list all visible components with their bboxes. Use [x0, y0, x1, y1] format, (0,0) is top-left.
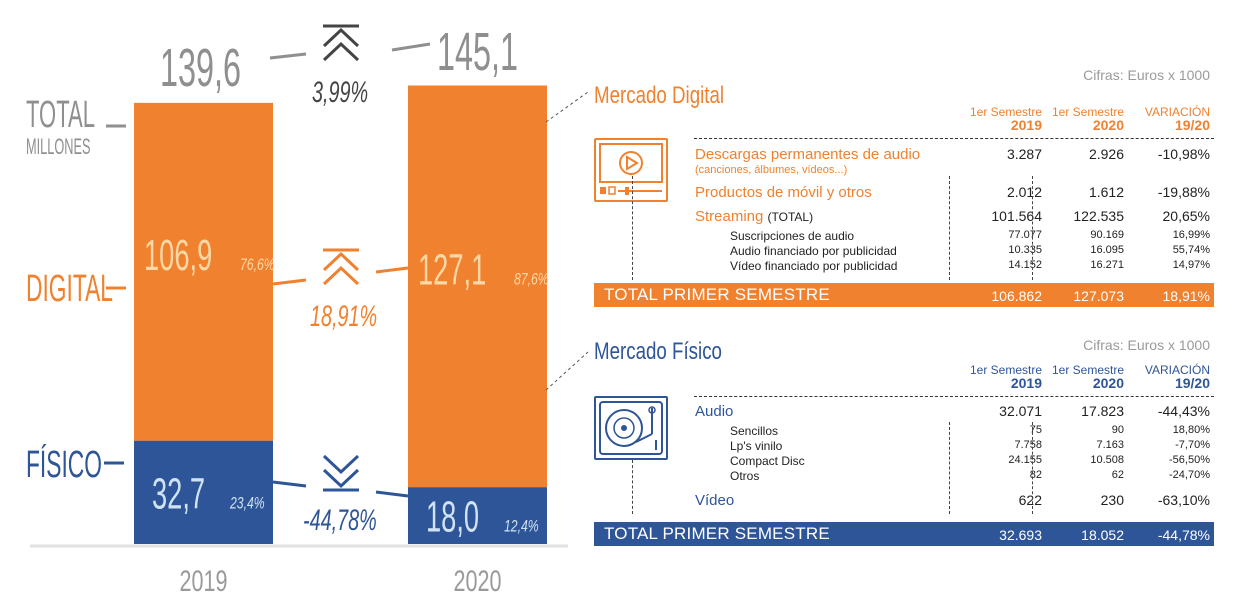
physical-subrow-sencillos: Sencillos 75 90 18,80% — [730, 424, 1210, 438]
video-player-icon — [594, 138, 668, 202]
data-label-fisico-2020: 18,0 — [426, 492, 479, 541]
physical-row-audio: Audio 32.071 17.823 -44,43% — [695, 403, 1210, 420]
increase-icon-digital-chevron-2 — [322, 265, 360, 286]
decrease-icon-fisico-chevron-2 — [322, 468, 360, 489]
data-label-digital-2019: 106,9 — [144, 230, 212, 279]
data-label-fisico-2019: 32,7 — [152, 469, 205, 518]
digital-row-movil: Productos de móvil y otros 2.012 1.612 -… — [695, 184, 1210, 201]
digital-row-descargas-sublabel: (canciones, álbumes, vídeos...) — [695, 164, 848, 176]
row-label-fisico: FÍSICO — [26, 443, 102, 485]
increase-icon-digital — [322, 248, 360, 286]
physical-note: Cifras: Euros x 1000 — [1083, 337, 1210, 353]
digital-header-variation: VARIACIÓN 19/20 — [1144, 105, 1210, 133]
decrease-icon-fisico — [322, 454, 360, 492]
increase-icon-total-chevron-2 — [322, 41, 360, 62]
digital-subrow-audio-publicidad: Audio financiado por publicidad 10.335 1… — [730, 244, 1210, 258]
digital-market-table: Cifras: Euros x 1000 Mercado Digital 1er… — [592, 64, 1222, 314]
share-label-fisico-2020: 12,4% — [504, 518, 539, 536]
connector-digital-right — [375, 266, 409, 274]
increase-icon-total — [322, 24, 360, 62]
physical-subrow-vinilo: Lp's vinilo 7.758 7.163 -7,70% — [730, 439, 1210, 453]
bar-digital-2020 — [408, 85, 547, 488]
data-label-digital-2020: 127,1 — [418, 245, 486, 294]
turntable-icon — [594, 396, 668, 460]
variation-total: 3,99% — [312, 76, 368, 109]
connector-fisico-right — [375, 490, 409, 498]
physical-row-video: Vídeo 622 230 -63,10% — [695, 492, 1210, 509]
digital-subrow-video-publicidad: Vídeo financiado por publicidad 14.152 1… — [730, 259, 1210, 273]
variation-digital: 18,91% — [310, 300, 377, 333]
physical-market-title: Mercado Físico — [594, 338, 722, 365]
share-label-digital-2019: 76,6% — [240, 256, 275, 274]
physical-header-variation: VARIACIÓN 19/20 — [1144, 363, 1210, 391]
increase-icon-digital-chevron-1 — [322, 251, 360, 272]
physical-vertical-divider — [632, 460, 633, 514]
connector-digital-left — [272, 278, 307, 286]
digital-row-descargas: Descargas permanentes de audio 3.287 2.9… — [695, 146, 1210, 163]
physical-header-2019: 1er Semestre 2019 — [969, 363, 1042, 391]
physical-subrow-compact-disc: Compact Disc 24.155 10.508 -56,50% — [730, 454, 1210, 468]
digital-row-streaming: Streaming (TOTAL) 101.564 122.535 20,65% — [695, 208, 1210, 225]
physical-header-2020: 1er Semestre 2020 — [1051, 363, 1124, 391]
physical-col-divider-1 — [949, 422, 950, 514]
bar-digital-2019 — [134, 102, 273, 441]
table-leader-lines — [545, 91, 589, 391]
variation-fisico: -44,78% — [303, 504, 377, 537]
digital-total-row: TOTAL PRIMER SEMESTRE 106.862 127.073 18… — [594, 283, 1214, 307]
digital-note: Cifras: Euros x 1000 — [1083, 67, 1210, 83]
total-label-2019: 139,6 — [160, 39, 241, 98]
share-label-digital-2020: 87,6% — [514, 271, 549, 289]
connector-total-left — [269, 52, 307, 60]
digital-vertical-divider — [632, 176, 633, 280]
physical-header-divider — [694, 396, 1214, 397]
physical-total-row: TOTAL PRIMER SEMESTRE 32.693 18.052 -44,… — [594, 522, 1214, 546]
physical-col-divider-2 — [1032, 422, 1033, 514]
bar-fisico-2019 — [134, 440, 273, 544]
bar-fisico-2020 — [408, 487, 547, 544]
row-label-millones: MILLONES — [26, 134, 90, 158]
share-label-fisico-2019: 23,4% — [229, 495, 265, 513]
increase-icon-total-chevron-1 — [322, 27, 360, 48]
digital-col-divider-2 — [1032, 176, 1033, 280]
row-label-total: TOTAL — [26, 93, 95, 136]
physical-market-table: Cifras: Euros x 1000 Mercado Físico 1er … — [592, 330, 1222, 580]
x-tick-label-2019: 2019 — [179, 563, 227, 597]
digital-header-divider — [694, 138, 1214, 139]
digital-subrow-suscripciones: Suscripciones de audio 77.077 90.169 16,… — [730, 229, 1210, 243]
x-tick-label-2020: 2020 — [453, 563, 501, 597]
digital-market-title: Mercado Digital — [594, 82, 725, 109]
physical-subrow-otros: Otros 82 62 -24,70% — [730, 469, 1210, 483]
stacked-bar-chart: 2019 32,7 23,4% 106,9 76,6% 2020 18,0 12,4% 127,… — [26, 23, 568, 598]
digital-col-divider-1 — [949, 176, 950, 280]
connector-total-right — [391, 42, 431, 52]
row-label-digital: DIGITAL — [26, 267, 113, 309]
connector-fisico-left — [272, 480, 307, 488]
digital-header-2020: 1er Semestre 2020 — [1051, 105, 1124, 133]
total-label-2020: 145,1 — [437, 23, 518, 82]
digital-header-2019: 1er Semestre 2019 — [969, 105, 1042, 133]
decrease-icon-fisico-chevron-1 — [322, 454, 360, 475]
